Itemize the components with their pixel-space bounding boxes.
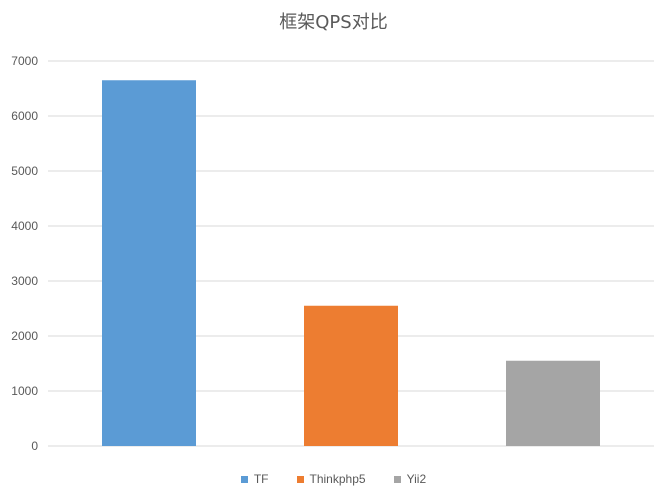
y-tick-label: 0 — [31, 439, 38, 453]
legend-label: Yii2 — [406, 472, 427, 486]
y-tick-label: 3000 — [11, 274, 38, 288]
legend-swatch — [296, 475, 304, 483]
y-tick-label: 1000 — [11, 384, 38, 398]
y-tick-label: 2000 — [11, 329, 38, 343]
bar-yii2 — [506, 360, 600, 446]
legend-swatch — [240, 475, 248, 483]
bar-thinkphp5 — [304, 305, 398, 446]
legend-label: TF — [253, 472, 269, 486]
y-tick-label: 4000 — [11, 219, 38, 233]
y-axis-tick-labels: 0 1000 2000 3000 4000 5000 6000 7000 — [11, 54, 38, 453]
bar-tf — [102, 80, 196, 446]
legend-swatch — [393, 475, 401, 483]
legend-label: Thinkphp5 — [309, 472, 366, 486]
legend-item-thinkphp5: Thinkphp5 — [296, 472, 366, 486]
y-tick-label: 6000 — [11, 109, 38, 123]
bars — [102, 80, 600, 446]
y-tick-label: 5000 — [11, 164, 38, 178]
chart-title: 框架QPS对比 — [279, 12, 388, 33]
legend: TF Thinkphp5 Yii2 — [0, 472, 667, 486]
y-tick-label: 7000 — [11, 54, 38, 68]
legend-item-tf: TF — [240, 472, 269, 486]
legend-item-yii2: Yii2 — [393, 472, 427, 486]
